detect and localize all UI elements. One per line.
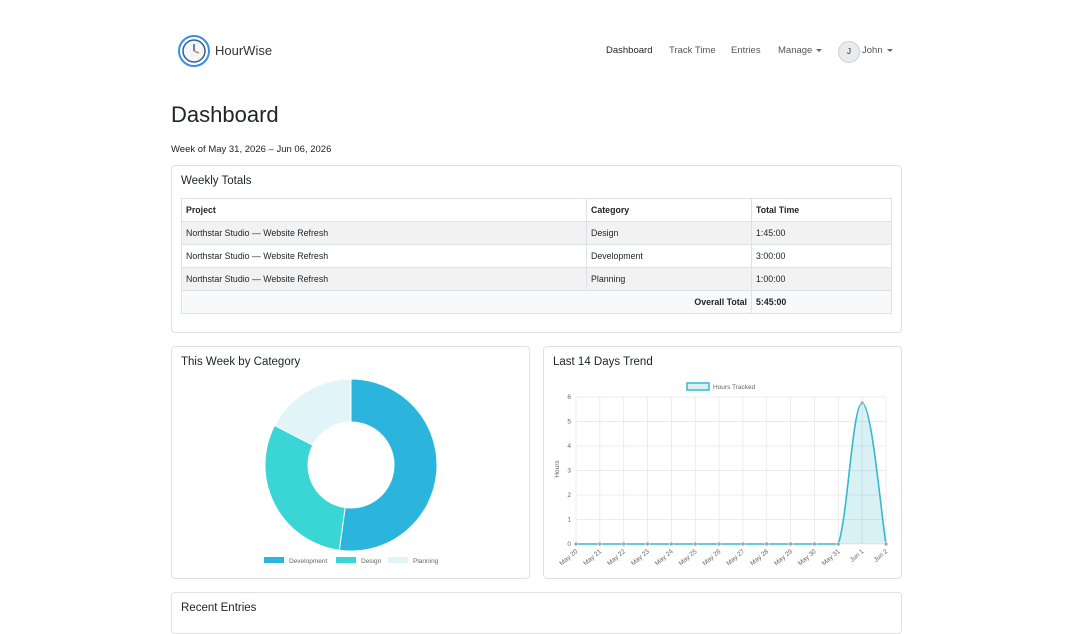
x-tick-label: May 28: [749, 548, 770, 567]
x-tick-label: May 31: [821, 548, 842, 567]
x-tick-label: Jun 1: [849, 548, 866, 564]
category-card: This Week by Category Development Design P…: [171, 346, 530, 579]
page-title: Dashboard: [171, 102, 279, 127]
data-point: [859, 400, 865, 406]
data-point: [597, 541, 603, 547]
brand[interactable]: HourWise: [215, 43, 273, 58]
x-tick-label: May 30: [797, 548, 818, 567]
column-header: Project: [181, 198, 587, 222]
y-tick-label: 0: [567, 541, 571, 548]
page: HourWise Dashboard Track Time Entries Ma…: [0, 0, 1080, 608]
data-point: [812, 541, 817, 547]
x-tick-label: May 27: [725, 548, 746, 567]
nav-dropdown[interactable]: Manage: [778, 45, 822, 56]
x-tick-label: May 29: [773, 548, 794, 567]
y-tick-label: 2: [567, 492, 571, 499]
y-axis-label: Hours: [554, 460, 561, 478]
legend-swatch: [336, 557, 356, 563]
nav-link[interactable]: Track Time: [669, 45, 716, 56]
x-tick-label: May 25: [678, 548, 699, 567]
card-title: Last 14 Days Trend: [553, 356, 653, 368]
donut-slice: [273, 378, 352, 446]
card-title: Weekly Totals: [181, 175, 252, 187]
table-body: Northstar Studio — Website Refresh Design…: [181, 221, 892, 314]
column-header: Category: [586, 198, 752, 222]
y-tick-label: 5: [567, 419, 571, 426]
legend-swatch: [686, 382, 710, 391]
line-series: [576, 402, 887, 545]
table-row: Northstar Studio — Website Refresh Planni…: [181, 267, 892, 291]
table-cell: Northstar Studio — Website Refresh: [181, 221, 587, 245]
logo-icon: [178, 35, 210, 67]
table-row: Northstar Studio — Website Refresh Develo…: [181, 244, 892, 268]
avatar[interactable]: J: [838, 41, 860, 63]
table-cell: Design: [586, 221, 752, 245]
totals-table: Project Category Total Time Northstar Studi…: [181, 198, 892, 314]
data-point: [788, 541, 793, 547]
trend-card: Last 14 Days Trend 0 1 2 3 4 5 6 May 20 May 21 Ma…: [543, 346, 902, 579]
total-row: Overall Total 5:45:00: [181, 290, 892, 314]
legend-swatch: [264, 557, 284, 563]
header-row: Project Category Total Time: [181, 198, 892, 222]
x-tick-label: May 22: [606, 548, 627, 567]
table-cell: 1:45:00: [751, 221, 892, 245]
legend-label: Development: [289, 558, 327, 565]
column-header: Total Time: [751, 198, 892, 222]
data-point: [669, 541, 674, 547]
data-point: [645, 541, 650, 547]
y-tick-label: 6: [567, 394, 571, 401]
table-cell: Development: [586, 244, 752, 268]
table-cell: 3:00:00: [751, 244, 892, 268]
area-fill: [576, 403, 886, 544]
table-cell: Northstar Studio — Website Refresh: [181, 244, 587, 268]
nav-link[interactable]: Entries: [731, 45, 761, 56]
table-cell: 1:00:00: [751, 267, 892, 291]
table-cell: Northstar Studio — Website Refresh: [181, 267, 587, 291]
legend-label: Design: [361, 558, 382, 565]
recent-entries-card: Recent Entries: [171, 592, 902, 634]
data-point: [764, 541, 770, 547]
x-tick-label: Jun 2: [873, 548, 890, 564]
nav-link[interactable]: Dashboard: [606, 45, 653, 56]
total-value: 5:45:00: [751, 290, 892, 314]
data-point: [573, 541, 579, 547]
x-tick-label: May 24: [654, 548, 675, 567]
table-head: Project Category Total Time: [181, 198, 892, 222]
x-tick-label: May 23: [630, 548, 651, 567]
data-point: [836, 541, 841, 547]
y-tick-label: 3: [567, 468, 571, 475]
data-point: [883, 541, 889, 547]
y-tick-label: 4: [567, 443, 571, 450]
total-label: Overall Total: [181, 290, 752, 314]
data-point: [716, 541, 722, 547]
donut-slice: [264, 424, 346, 551]
donut-chart: Development Design Planning: [264, 378, 439, 565]
data-point: [740, 541, 746, 547]
table-row: Northstar Studio — Website Refresh Design…: [181, 221, 892, 245]
x-tick-label: May 26: [702, 548, 723, 567]
x-tick-label: May 20: [558, 548, 579, 567]
donut-slice: [338, 378, 438, 552]
data-point: [692, 541, 698, 547]
card-title: Recent Entries: [181, 602, 257, 614]
weekly-totals-card: Weekly Totals Project Category Total Time N…: [171, 165, 902, 333]
legend-label: Planning: [413, 558, 439, 565]
card-title: This Week by Category: [181, 356, 301, 368]
data-point: [621, 541, 626, 547]
legend-swatch: [388, 557, 408, 563]
user-menu[interactable]: John: [862, 45, 893, 56]
y-tick-label: 1: [567, 517, 571, 524]
table-cell: Planning: [586, 267, 752, 291]
legend-label: Hours Tracked: [713, 384, 756, 391]
page-subtitle: Week of May 31, 2026 – Jun 06, 2026: [171, 144, 332, 155]
x-tick-label: May 21: [582, 548, 603, 567]
